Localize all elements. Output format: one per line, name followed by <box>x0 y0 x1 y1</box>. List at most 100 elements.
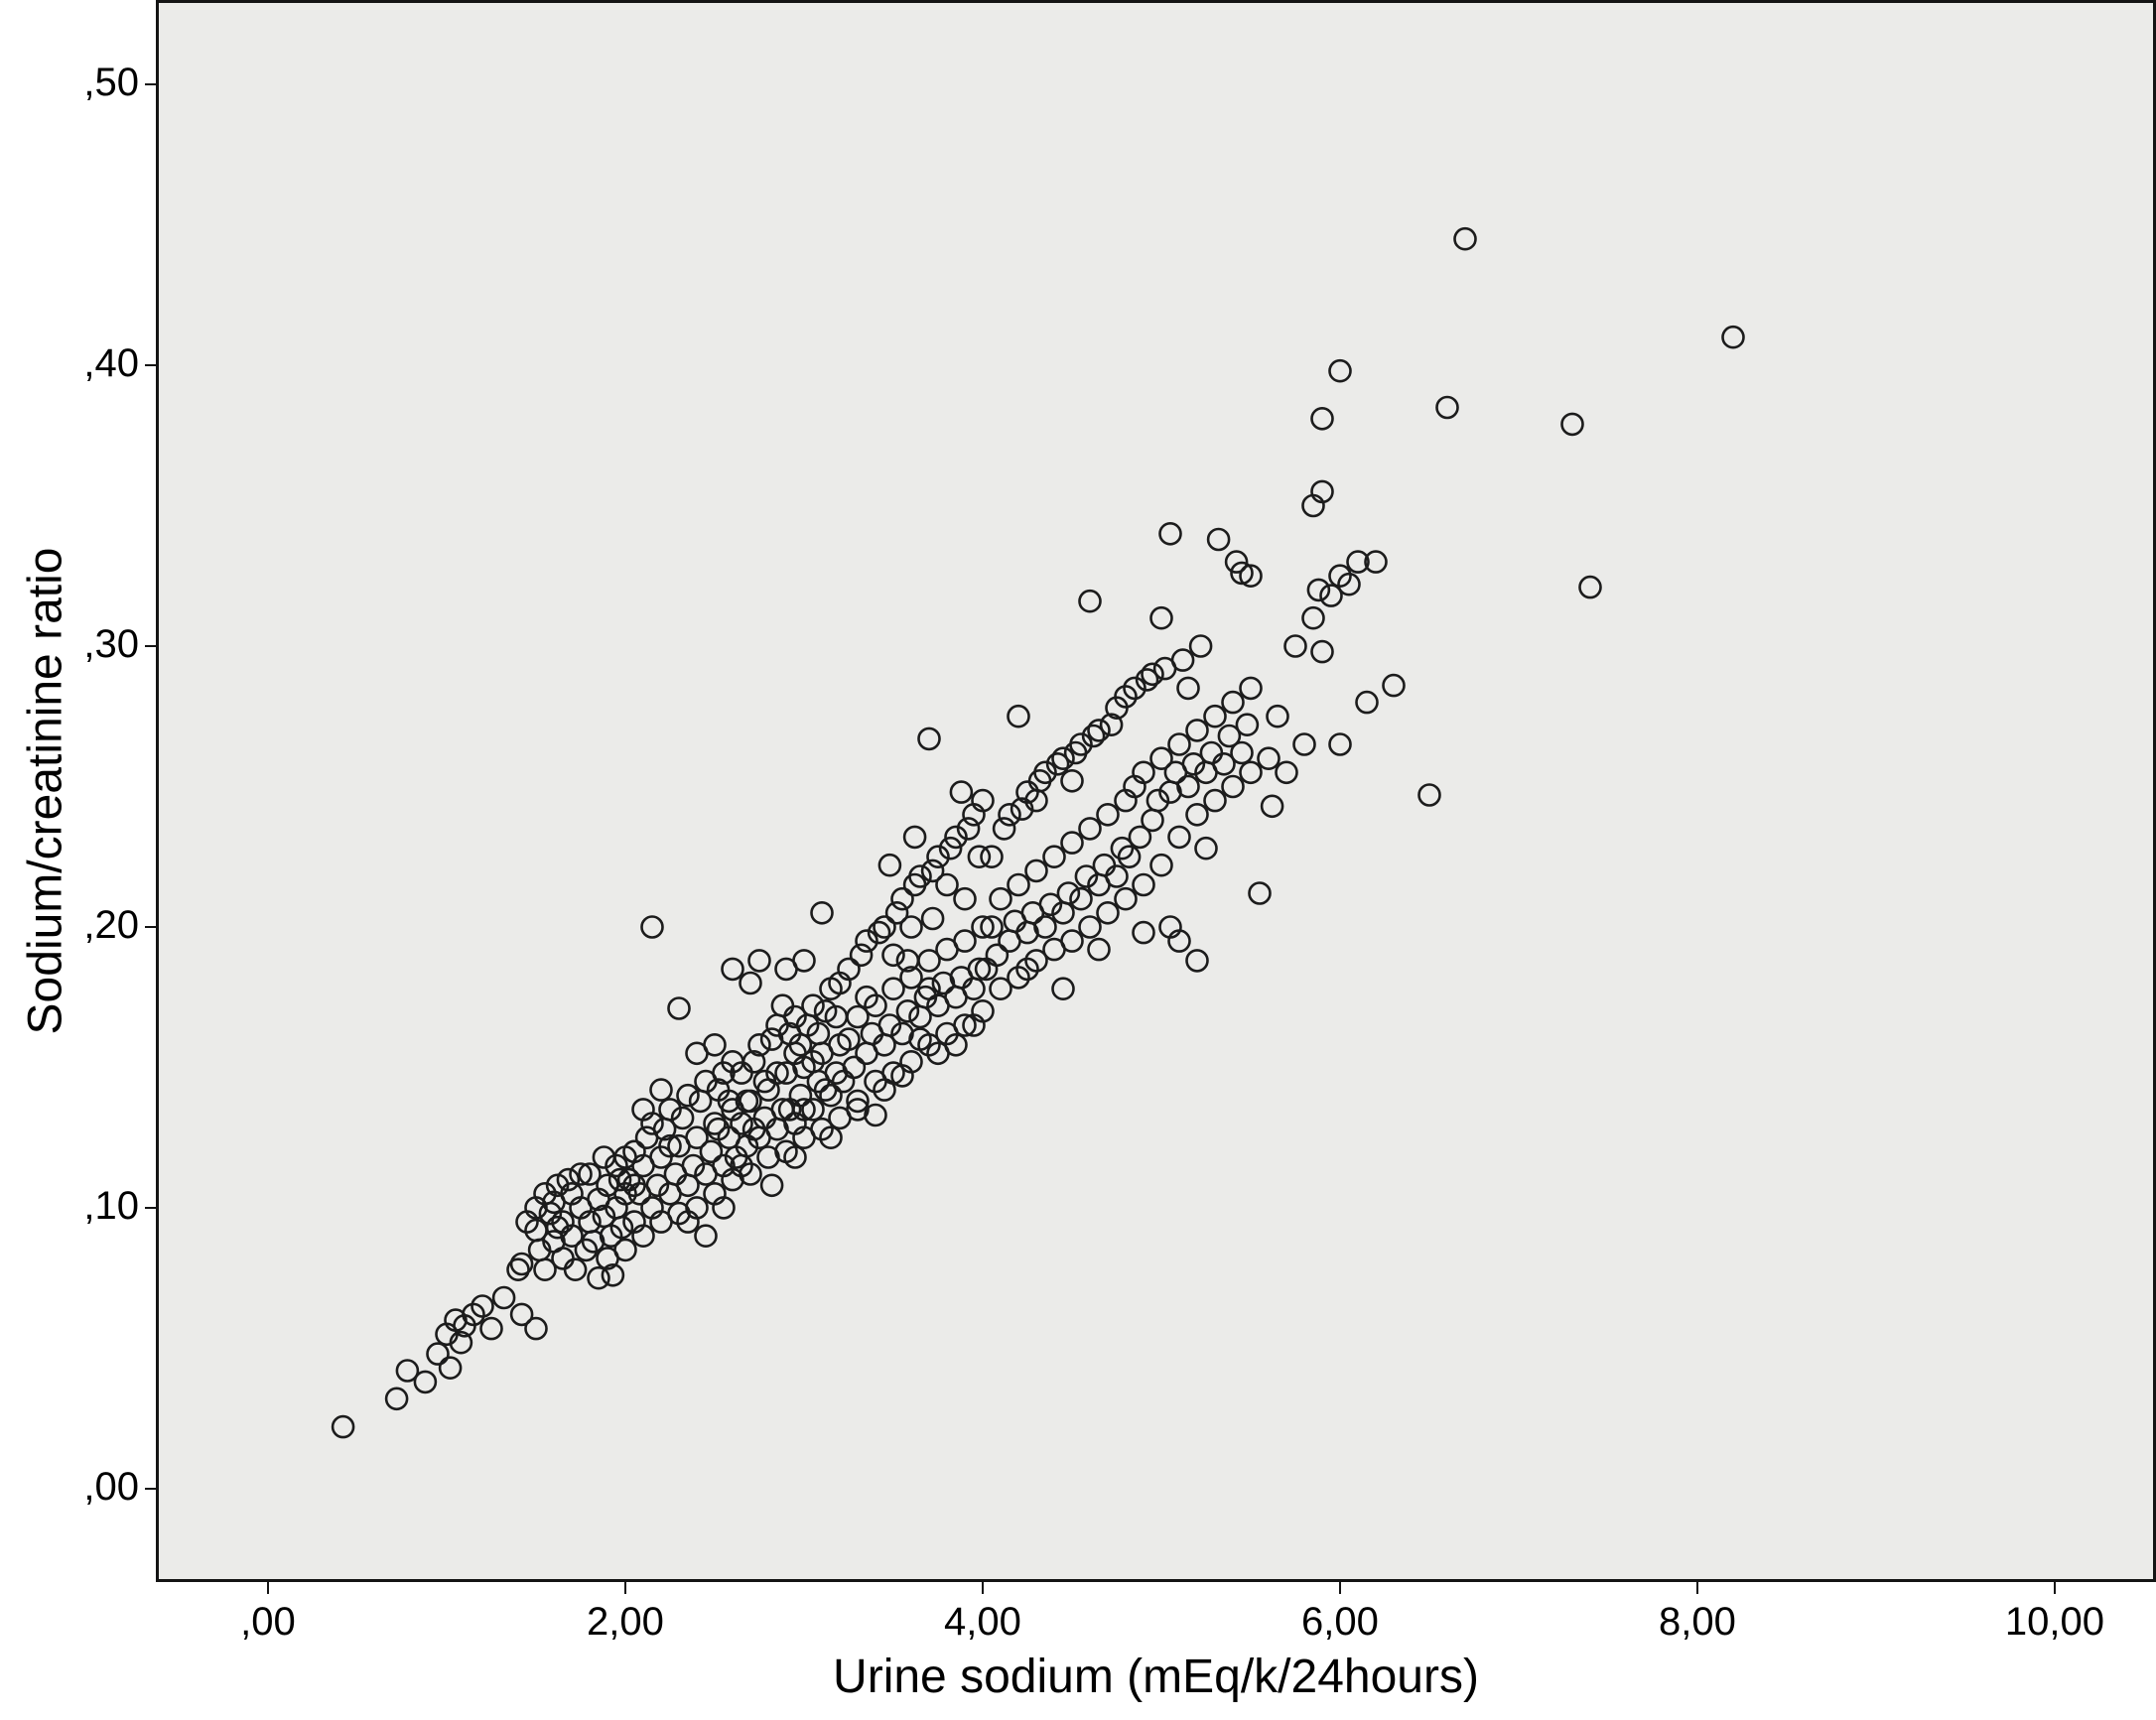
data-point <box>842 1055 867 1080</box>
data-point <box>1239 760 1263 785</box>
data-point <box>1319 584 1343 607</box>
data-point <box>1328 732 1352 756</box>
x-axis-title: Urine sodium (mEq/k/24hours) <box>833 1651 1479 1703</box>
data-point <box>1185 949 1209 973</box>
y-tick-label: ,00 <box>83 1464 139 1509</box>
data-point <box>884 900 909 925</box>
data-point <box>1266 704 1289 728</box>
data-point <box>846 1004 870 1029</box>
data-point <box>1158 915 1182 939</box>
data-point <box>944 1033 968 1057</box>
y-tick-mark <box>145 1487 156 1490</box>
data-point <box>1060 831 1084 855</box>
data-point <box>1007 872 1030 897</box>
data-point <box>1230 740 1254 765</box>
x-tick-label: 8,00 <box>1659 1600 1736 1644</box>
data-point <box>538 1201 563 1226</box>
data-point <box>1453 226 1477 251</box>
data-point <box>837 1027 861 1051</box>
data-point <box>971 915 995 939</box>
data-point <box>640 915 664 939</box>
data-point <box>1007 966 1030 990</box>
x-tick-mark <box>2053 1582 2056 1594</box>
data-point <box>747 1033 771 1057</box>
data-point <box>956 817 981 841</box>
y-tick-label: ,30 <box>83 621 139 666</box>
data-point <box>1346 550 1370 574</box>
data-point <box>607 1167 632 1192</box>
data-point <box>806 1021 831 1046</box>
data-point <box>899 966 923 990</box>
data-point <box>1176 676 1200 701</box>
data-point <box>1167 825 1191 850</box>
data-point <box>1038 892 1063 917</box>
data-point <box>1194 836 1218 860</box>
data-point <box>1170 648 1195 672</box>
data-point <box>667 996 691 1020</box>
data-point <box>699 1139 724 1164</box>
data-point <box>491 1285 516 1310</box>
data-point <box>1141 662 1164 687</box>
data-point <box>563 1257 588 1281</box>
data-point <box>953 1013 977 1037</box>
data-point <box>438 1356 463 1380</box>
data-point <box>1033 915 1057 939</box>
data-point <box>971 788 995 813</box>
data-point <box>1310 406 1334 431</box>
data-point <box>1069 886 1093 911</box>
data-point <box>792 1098 816 1122</box>
data-point <box>1230 561 1254 586</box>
data-point <box>331 1414 355 1439</box>
data-point <box>1206 527 1231 552</box>
data-point <box>1578 575 1602 599</box>
data-point <box>545 1215 570 1240</box>
y-tick-mark <box>145 644 156 647</box>
x-tick-label: 2,00 <box>587 1600 664 1644</box>
data-point <box>587 1265 610 1290</box>
data-point <box>1105 864 1129 888</box>
data-point <box>1074 864 1099 888</box>
x-tick-label: 4,00 <box>944 1600 1021 1644</box>
data-point <box>788 1033 813 1057</box>
y-tick-label: ,10 <box>83 1183 139 1228</box>
data-point <box>819 1125 843 1149</box>
data-point <box>992 817 1016 841</box>
data-point <box>1185 719 1209 742</box>
data-point <box>1149 605 1173 630</box>
x-tick-label: 6,00 <box>1301 1600 1379 1644</box>
data-point <box>741 1117 766 1141</box>
data-point <box>985 943 1010 968</box>
data-point <box>1015 957 1039 982</box>
data-point <box>1158 521 1182 546</box>
data-point <box>953 929 977 953</box>
data-point <box>569 1162 593 1186</box>
data-point <box>1007 704 1030 728</box>
data-point <box>1239 676 1263 701</box>
data-point <box>506 1257 530 1281</box>
data-point <box>902 825 927 850</box>
data-point <box>1435 395 1459 420</box>
data-point <box>609 1215 634 1240</box>
data-point <box>944 825 968 850</box>
data-point <box>1283 634 1307 658</box>
data-point <box>1132 920 1155 945</box>
data-point <box>578 1162 602 1186</box>
data-point <box>1078 589 1102 613</box>
data-point <box>846 1089 870 1114</box>
data-point <box>1203 788 1227 813</box>
data-point <box>1337 572 1361 596</box>
x-tick-label: ,00 <box>240 1600 296 1644</box>
data-point <box>1087 937 1111 962</box>
data-point <box>601 1263 625 1287</box>
data-point <box>676 1210 700 1234</box>
data-point <box>810 900 834 925</box>
data-point <box>759 1173 784 1198</box>
data-point <box>1185 802 1209 827</box>
data-point <box>747 949 771 973</box>
data-point <box>592 1145 616 1169</box>
data-point <box>1203 704 1227 728</box>
data-point <box>395 1359 420 1383</box>
data-point <box>1051 977 1075 1001</box>
data-point <box>917 727 941 751</box>
